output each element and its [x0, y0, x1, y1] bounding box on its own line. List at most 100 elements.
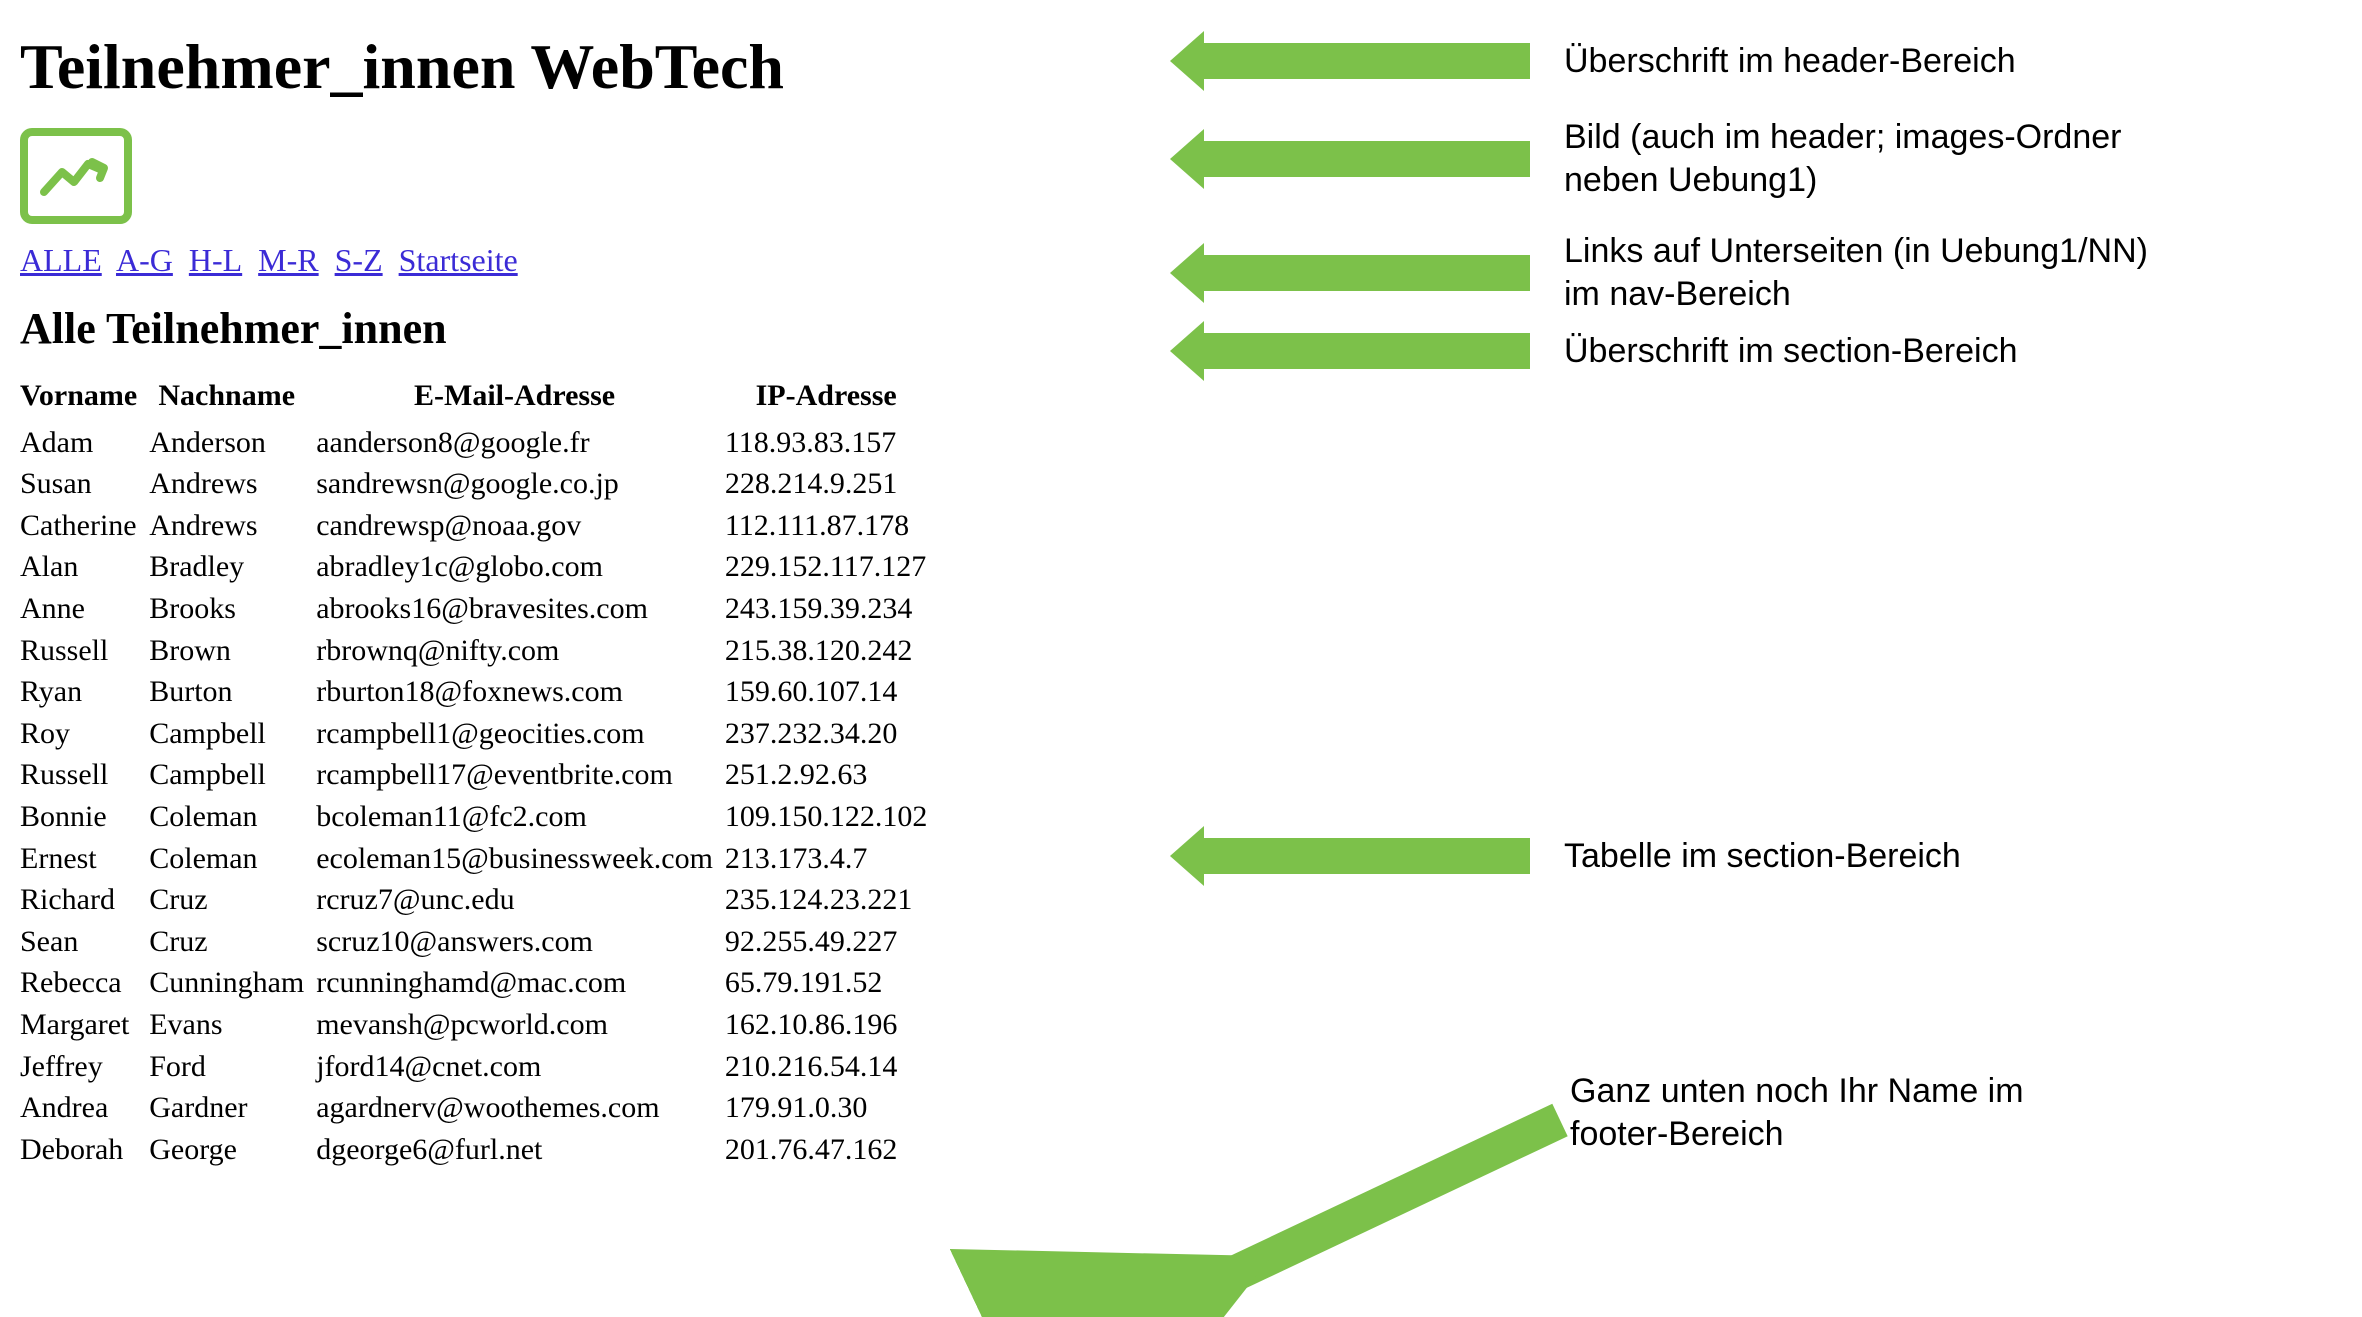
table-cell: Susan	[20, 463, 147, 505]
table-cell: Bradley	[147, 546, 314, 588]
left-column: Teilnehmer_innen WebTech ALLE A-G H-L M-…	[20, 0, 1120, 1170]
col-nachname: Nachname	[147, 374, 314, 422]
table-cell: 228.214.9.251	[723, 463, 938, 505]
table-cell: Brown	[147, 630, 314, 672]
table-cell: 229.152.117.127	[723, 546, 938, 588]
table-cell: 215.38.120.242	[723, 630, 938, 672]
table-cell: Jeffrey	[20, 1046, 147, 1088]
table-cell: Cunningham	[147, 962, 314, 1004]
table-cell: bcoleman11@fc2.com	[314, 796, 723, 838]
subpage-nav: ALLE A-G H-L M-R S-Z Startseite	[20, 242, 1120, 279]
table-cell: mevansh@pcworld.com	[314, 1004, 723, 1046]
nav-link-h-l[interactable]: H-L	[189, 242, 242, 278]
table-cell: Andrews	[147, 463, 314, 505]
annotation-a-section-heading: Überschrift im section-Bereich	[1200, 330, 2017, 373]
annotation-label: Überschrift im header-Bereich	[1564, 40, 2016, 83]
table-head: Vorname Nachname E-Mail-Adresse IP-Adres…	[20, 374, 937, 422]
table-cell: 65.79.191.52	[723, 962, 938, 1004]
table-cell: dgeorge6@furl.net	[314, 1129, 723, 1171]
nav-link-alle[interactable]: ALLE	[20, 242, 102, 278]
table-cell: 243.159.39.234	[723, 588, 938, 630]
table-row: RussellBrownrbrownq@nifty.com215.38.120.…	[20, 630, 937, 672]
table-cell: 235.124.23.221	[723, 879, 938, 921]
table-cell: 210.216.54.14	[723, 1046, 938, 1088]
page-title: Teilnehmer_innen WebTech	[20, 30, 1120, 104]
table-cell: 179.91.0.30	[723, 1087, 938, 1129]
table-cell: 162.10.86.196	[723, 1004, 938, 1046]
table-cell: Russell	[20, 630, 147, 672]
table-cell: 112.111.87.178	[723, 505, 938, 547]
table-cell: Richard	[20, 879, 147, 921]
table-cell: abradley1c@globo.com	[314, 546, 723, 588]
annotation-label: Überschrift im section-Bereich	[1564, 330, 2017, 373]
table-cell: 159.60.107.14	[723, 671, 938, 713]
table-cell: Bonnie	[20, 796, 147, 838]
table-cell: rbrownq@nifty.com	[314, 630, 723, 672]
page-canvas: Teilnehmer_innen WebTech ALLE A-G H-L M-…	[0, 0, 2362, 1317]
table-cell: Cruz	[147, 879, 314, 921]
nav-link-s-z[interactable]: S-Z	[335, 242, 383, 278]
table-cell: rcunninghamd@mac.com	[314, 962, 723, 1004]
table-cell: Alan	[20, 546, 147, 588]
annotation-label: Links auf Unterseiten (in Uebung1/NN) im…	[1564, 230, 2148, 315]
participants-table: Vorname Nachname E-Mail-Adresse IP-Adres…	[20, 374, 937, 1170]
table-cell: 213.173.4.7	[723, 838, 938, 880]
table-cell: rburton18@foxnews.com	[314, 671, 723, 713]
annotation-a-table: Tabelle im section-Bereich	[1200, 835, 1961, 878]
table-cell: abrooks16@bravesites.com	[314, 588, 723, 630]
annotation-a-nav-links: Links auf Unterseiten (in Uebung1/NN) im…	[1200, 230, 2148, 315]
table-cell: Adam	[20, 422, 147, 464]
table-cell: 237.232.34.20	[723, 713, 938, 755]
table-row: CatherineAndrewscandrewsp@noaa.gov112.11…	[20, 505, 937, 547]
table-row: ErnestColemanecoleman15@businessweek.com…	[20, 838, 937, 880]
table-cell: sandrewsn@google.co.jp	[314, 463, 723, 505]
table-row: AlanBradleyabradley1c@globo.com229.152.1…	[20, 546, 937, 588]
table-cell: Deborah	[20, 1129, 147, 1171]
table-cell: agardnerv@woothemes.com	[314, 1087, 723, 1129]
table-cell: Anderson	[147, 422, 314, 464]
table-cell: scruz10@answers.com	[314, 921, 723, 963]
col-ip: IP-Adresse	[723, 374, 938, 422]
annotation-arrow	[1200, 255, 1530, 291]
table-cell: Anne	[20, 588, 147, 630]
table-cell: Gardner	[147, 1087, 314, 1129]
nav-link-a-g[interactable]: A-G	[116, 242, 173, 278]
table-cell: Ryan	[20, 671, 147, 713]
table-cell: Coleman	[147, 796, 314, 838]
table-row: RyanBurtonrburton18@foxnews.com159.60.10…	[20, 671, 937, 713]
annotation-label: Bild (auch im header; images-Ordner nebe…	[1564, 116, 2121, 201]
table-cell: Andrews	[147, 505, 314, 547]
table-cell: Brooks	[147, 588, 314, 630]
table-row: DeborahGeorgedgeorge6@furl.net201.76.47.…	[20, 1129, 937, 1171]
table-cell: Roy	[20, 713, 147, 755]
table-cell: Rebecca	[20, 962, 147, 1004]
table-cell: Sean	[20, 921, 147, 963]
table-row: AdamAndersonaanderson8@google.fr118.93.8…	[20, 422, 937, 464]
table-row: AndreaGardneragardnerv@woothemes.com179.…	[20, 1087, 937, 1129]
nav-link-startseite[interactable]: Startseite	[399, 242, 518, 278]
table-row: RichardCruzrcruz7@unc.edu235.124.23.221	[20, 879, 937, 921]
table-row: BonnieColemanbcoleman11@fc2.com109.150.1…	[20, 796, 937, 838]
table-cell: rcruz7@unc.edu	[314, 879, 723, 921]
table-cell: ecoleman15@businessweek.com	[314, 838, 723, 880]
table-cell: Campbell	[147, 754, 314, 796]
annotation-a-header-heading: Überschrift im header-Bereich	[1200, 40, 2016, 83]
annotation-label: Tabelle im section-Bereich	[1564, 835, 1961, 878]
table-cell: Campbell	[147, 713, 314, 755]
table-cell: 92.255.49.227	[723, 921, 938, 963]
table-cell: 201.76.47.162	[723, 1129, 938, 1171]
table-cell: 251.2.92.63	[723, 754, 938, 796]
table-cell: Russell	[20, 754, 147, 796]
annotation-a-header-image: Bild (auch im header; images-Ordner nebe…	[1200, 116, 2121, 201]
table-cell: George	[147, 1129, 314, 1171]
table-cell: Andrea	[20, 1087, 147, 1129]
table-row: RoyCampbellrcampbell1@geocities.com237.2…	[20, 713, 937, 755]
nav-link-m-r[interactable]: M-R	[258, 242, 318, 278]
section-title: Alle Teilnehmer_innen	[20, 303, 1120, 354]
annotation-arrow	[1200, 43, 1530, 79]
table-cell: Coleman	[147, 838, 314, 880]
table-cell: Ford	[147, 1046, 314, 1088]
annotation-arrow	[1200, 333, 1530, 369]
table-row: SeanCruzscruz10@answers.com92.255.49.227	[20, 921, 937, 963]
annotation-arrow	[1200, 838, 1530, 874]
